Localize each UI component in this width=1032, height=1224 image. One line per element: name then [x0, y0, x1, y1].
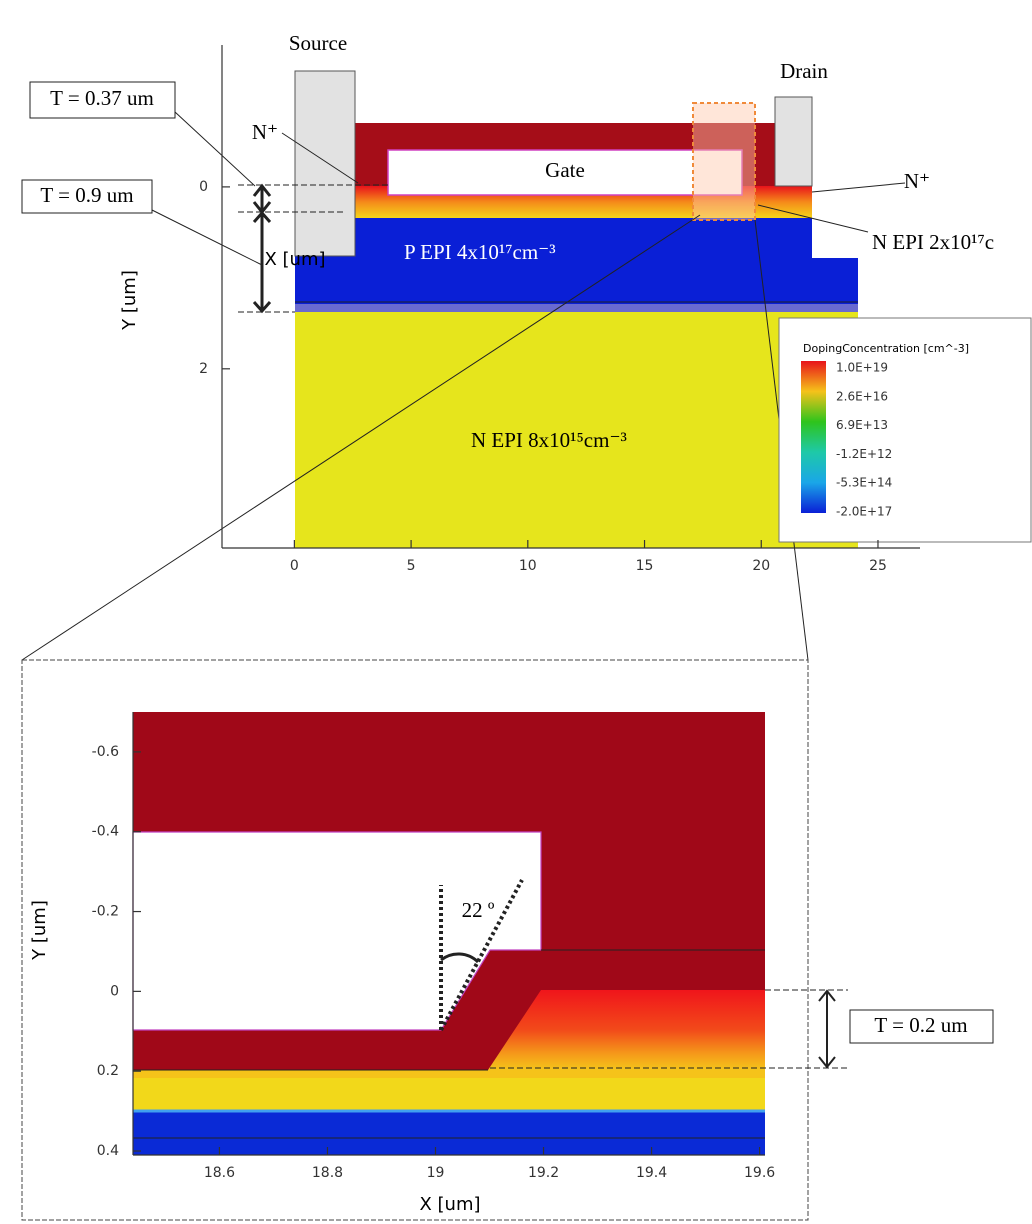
n-epi-region: [295, 312, 858, 548]
y-axis-label: Y [um]: [119, 270, 140, 331]
y-axis-label: Y [um]: [29, 900, 50, 961]
legend-items: 1.0E+19 2.6E+16 6.9E+13 -1.2E+12 -5.3E+14 -2.…: [836, 361, 892, 519]
x-tick-label: 10: [519, 558, 537, 574]
annotation: T = 0.2 um: [874, 1013, 967, 1037]
dimensions: [21, 81, 906, 314]
legend: DopingConcentration [cm^-3] 1.0E+19 2.6E+…: [778, 317, 1032, 543]
zoom-box: [692, 102, 756, 221]
y-tick-label: 0.2: [97, 1063, 119, 1079]
y-tick-label: -0.2: [92, 904, 119, 920]
y-tick-label: 0.4: [97, 1143, 119, 1159]
annotation: N EPI 8x10¹⁵cm⁻³: [471, 428, 627, 452]
zoom-frame: [21, 659, 809, 1221]
legend-label: -5.3E+14: [836, 476, 892, 490]
n-epi-thin: [488, 990, 765, 1070]
x-tick-label: 19.6: [744, 1165, 775, 1181]
x-tick-label: 19.4: [636, 1165, 667, 1181]
x-axis-label: X [um]: [419, 1194, 480, 1215]
legend-title: DopingConcentration [cm^-3]: [803, 342, 969, 355]
colorbar: [801, 361, 826, 513]
dimensions: [490, 989, 994, 1069]
device-zoom: 22 º T = 0.2 um: [132, 712, 994, 1155]
x-tick-label: 5: [407, 558, 416, 574]
transition: [295, 304, 858, 312]
x-tick-label: 19.2: [528, 1165, 559, 1181]
x-tick-label: 15: [636, 558, 654, 574]
y-tick-label: -0.4: [92, 824, 119, 840]
annotation: P EPI 4x10¹⁷cm⁻³: [404, 240, 556, 264]
legend-label: 1.0E+19: [836, 361, 888, 375]
x-tick-label: 20: [752, 558, 770, 574]
zoom-line: [21, 214, 701, 661]
device-top: Source Drain Gate N⁺ N⁺ T = 0.37 um T = …: [21, 31, 1032, 661]
x-tick-label: 0: [290, 558, 299, 574]
annotation: N⁺: [252, 120, 278, 144]
legend-label: -1.2E+12: [836, 447, 892, 461]
annotation: T = 0.37 um: [50, 86, 154, 110]
x-tick-label: 19: [427, 1165, 445, 1181]
angle-annotation: [439, 879, 524, 1031]
legend-label: 2.6E+16: [836, 389, 888, 403]
legend-label: 6.9E+13: [836, 418, 888, 432]
annotation: N EPI 2x10¹⁷c: [872, 230, 994, 254]
gate: [387, 149, 743, 196]
annotation: Gate: [545, 158, 585, 182]
p-epi-region: [133, 1110, 765, 1155]
annotation: 22 º: [462, 898, 495, 922]
x-axis-label: X [um]: [264, 249, 325, 270]
x-tick-label: 18.6: [204, 1165, 235, 1181]
x-tick-label: 18.8: [312, 1165, 343, 1181]
legend-label: -2.0E+17: [836, 505, 892, 519]
n-epi-transition: [133, 1070, 765, 1078]
annotation: T = 0.9 um: [40, 183, 133, 207]
y-tick-label: -0.6: [92, 744, 119, 760]
y-tick-label: 2: [199, 361, 208, 377]
p-epi-region: [295, 218, 858, 312]
x-tick-label: 25: [869, 558, 887, 574]
annotation: Source: [289, 31, 347, 55]
annotation: Drain: [780, 59, 828, 83]
source-contact: [294, 70, 356, 257]
drain-contact: [774, 96, 813, 187]
y-tick-label: 0: [110, 983, 119, 999]
annotation: N⁺: [904, 169, 930, 193]
y-tick-label: 0: [199, 179, 208, 195]
